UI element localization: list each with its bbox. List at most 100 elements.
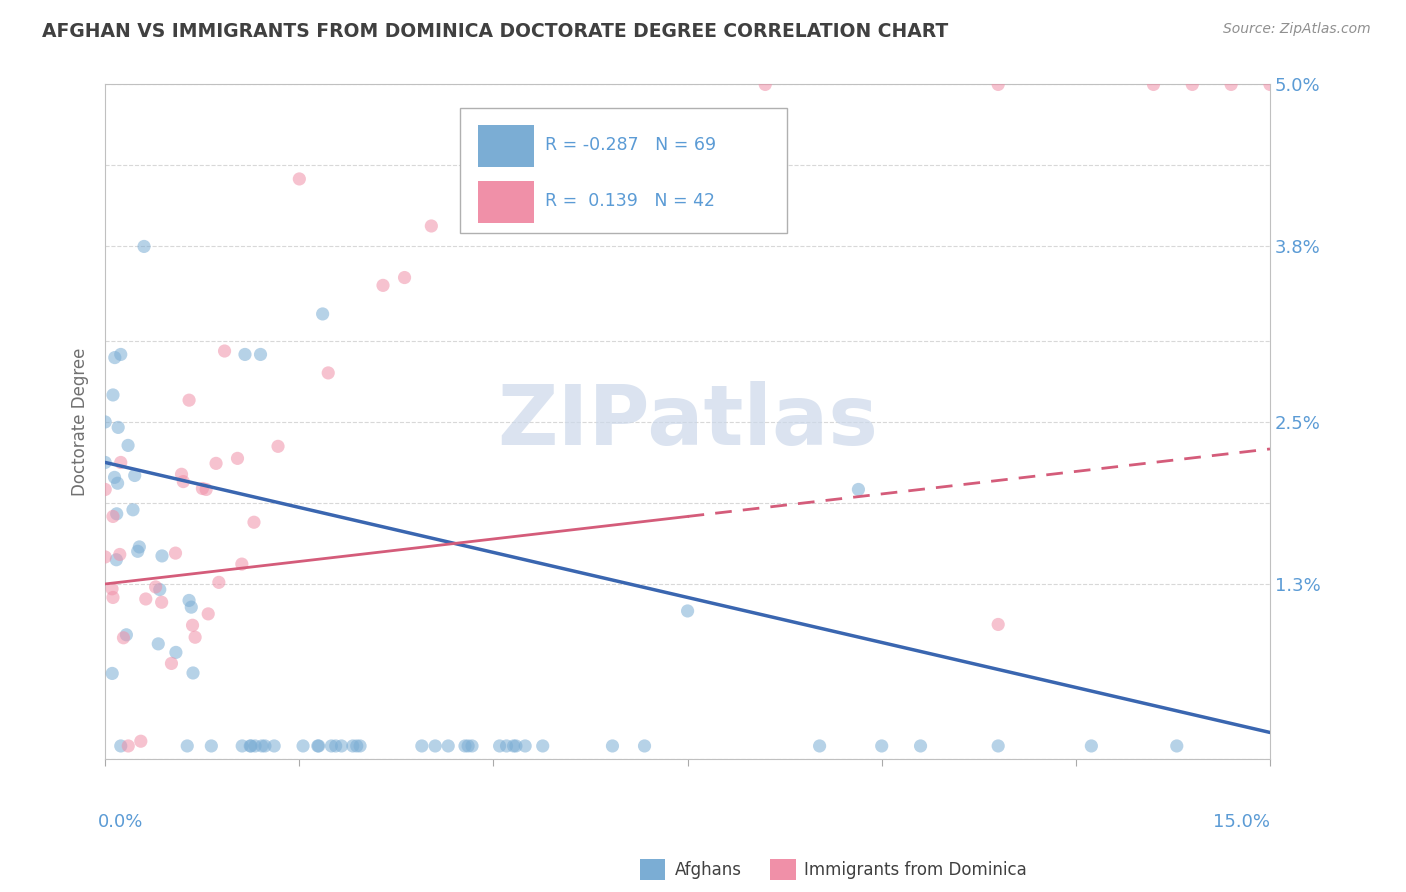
Point xyxy=(249,347,271,361)
Point xyxy=(243,515,266,529)
Point xyxy=(910,739,932,753)
Point xyxy=(94,549,117,564)
Point xyxy=(515,739,537,753)
Point xyxy=(243,739,266,753)
Point xyxy=(184,630,207,644)
Point xyxy=(263,739,285,753)
Point xyxy=(371,278,394,293)
Point xyxy=(94,415,117,429)
Point xyxy=(987,78,1010,92)
Point xyxy=(502,739,524,753)
Point xyxy=(308,739,330,753)
Point xyxy=(107,420,129,434)
Point xyxy=(488,739,510,753)
Point xyxy=(104,351,127,365)
Point xyxy=(177,593,200,607)
Point xyxy=(117,438,139,452)
Point xyxy=(170,467,193,482)
Point xyxy=(160,657,183,671)
Point xyxy=(122,503,145,517)
Point xyxy=(165,546,187,560)
Text: R = -0.287   N = 69: R = -0.287 N = 69 xyxy=(546,136,717,154)
Point xyxy=(149,582,172,597)
Point xyxy=(1142,78,1164,92)
Point xyxy=(1258,78,1281,92)
Point xyxy=(124,468,146,483)
Point xyxy=(101,388,124,402)
Point xyxy=(177,393,200,408)
Point xyxy=(848,483,870,497)
Point xyxy=(115,628,138,642)
Point xyxy=(987,617,1010,632)
Point xyxy=(127,544,149,558)
Point xyxy=(132,239,155,253)
Point xyxy=(105,507,128,521)
Text: 0.0%: 0.0% xyxy=(97,814,143,831)
Point xyxy=(94,455,117,469)
Point xyxy=(425,739,447,753)
Point xyxy=(165,645,187,659)
Point xyxy=(505,739,527,753)
Point xyxy=(267,439,290,453)
Point xyxy=(101,591,124,605)
Point xyxy=(1181,78,1204,92)
Point xyxy=(1166,739,1188,753)
Point xyxy=(107,476,129,491)
Point xyxy=(110,347,132,361)
Point xyxy=(176,739,198,753)
Point xyxy=(250,739,273,753)
Point xyxy=(1220,78,1243,92)
Point xyxy=(457,739,479,753)
Point xyxy=(231,739,253,753)
Point xyxy=(101,666,124,681)
Point xyxy=(342,739,364,753)
Point xyxy=(531,739,554,753)
Point xyxy=(233,347,256,361)
Point xyxy=(411,739,433,753)
Point xyxy=(870,739,893,753)
Point xyxy=(205,456,228,470)
Text: Afghans: Afghans xyxy=(675,861,742,879)
Point xyxy=(292,739,315,753)
Point xyxy=(307,739,329,753)
Point xyxy=(226,451,249,466)
Point xyxy=(195,483,218,497)
Point xyxy=(288,172,311,186)
Point xyxy=(253,739,276,753)
Y-axis label: Doctorate Degree: Doctorate Degree xyxy=(72,348,89,496)
Point xyxy=(633,739,655,753)
Point xyxy=(808,739,831,753)
Text: R =  0.139   N = 42: R = 0.139 N = 42 xyxy=(546,192,716,210)
Point xyxy=(148,637,170,651)
Point xyxy=(110,455,132,469)
Point xyxy=(987,739,1010,753)
Point xyxy=(437,739,460,753)
Point xyxy=(208,575,231,590)
Point xyxy=(420,219,443,233)
Point xyxy=(191,482,214,496)
Text: AFGHAN VS IMMIGRANTS FROM DOMINICA DOCTORATE DEGREE CORRELATION CHART: AFGHAN VS IMMIGRANTS FROM DOMINICA DOCTO… xyxy=(42,22,949,41)
Point xyxy=(135,592,157,607)
Point xyxy=(150,549,173,563)
Point xyxy=(602,739,624,753)
Point xyxy=(1080,739,1102,753)
Point xyxy=(325,739,347,753)
Text: Immigrants from Dominica: Immigrants from Dominica xyxy=(804,861,1026,879)
Text: 15.0%: 15.0% xyxy=(1213,814,1270,831)
Point xyxy=(349,739,371,753)
Point xyxy=(181,618,204,632)
Point xyxy=(110,739,132,753)
Point xyxy=(105,553,128,567)
Point xyxy=(103,470,125,484)
Point xyxy=(181,665,204,680)
Point xyxy=(346,739,368,753)
Point xyxy=(112,631,135,645)
FancyBboxPatch shape xyxy=(478,125,534,167)
Point xyxy=(145,580,167,594)
Point xyxy=(150,595,173,609)
Point xyxy=(197,607,219,621)
Point xyxy=(316,366,339,380)
FancyBboxPatch shape xyxy=(478,181,534,223)
Point xyxy=(394,270,416,285)
Point xyxy=(108,548,131,562)
